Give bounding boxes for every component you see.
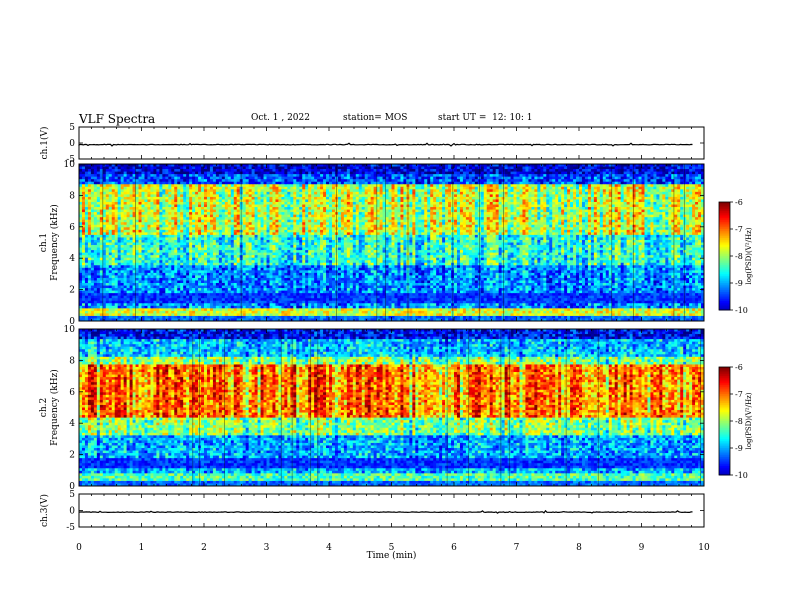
ch2-spectrogram-ytick-label: 4 — [69, 419, 75, 429]
ch1-waveform-ylabel: ch.1(V) — [39, 127, 50, 160]
ch3-waveform-trace — [79, 511, 693, 513]
ch1-spectrogram-ytick-label: 6 — [69, 223, 75, 233]
ch3-waveform-ylabel: ch.3(V) — [39, 494, 50, 527]
ch1-spectrogram-ylabel-frequency: Frequency (kHz) — [49, 204, 60, 281]
ch2-spectrogram-ytick-label: 6 — [69, 388, 75, 398]
ch2-spectrogram-ytick-label: 2 — [69, 451, 75, 461]
time-axis-tick-label: 7 — [514, 543, 520, 553]
ch1-waveform-trace — [79, 143, 693, 146]
ch3-waveform-ytick-label: 0 — [69, 507, 75, 517]
ch2-spectrogram-colorbar-label: log(PSD)(V²/Hz) — [745, 392, 753, 449]
ch1-spectrogram-ytick-label: 4 — [69, 254, 75, 264]
time-axis-tick-label: 0 — [76, 543, 82, 553]
time-axis-tick-label: 3 — [264, 543, 270, 553]
ch1-spectrogram-colorbar-tick-label: -6 — [735, 198, 743, 207]
time-axis-tick-label: 1 — [139, 543, 145, 553]
ch1-spectrogram-ylabel-channel: ch.1 — [39, 233, 49, 252]
time-axis-tick-label: 6 — [451, 543, 457, 553]
time-axis-tick-label: 2 — [201, 543, 207, 553]
ch1-waveform-frame — [79, 127, 704, 159]
ch1-waveform-ytick-label: 5 — [69, 123, 75, 133]
ch2-spectrogram-colorbar-tick-label: -6 — [735, 363, 743, 372]
ch2-spectrogram-image — [79, 329, 704, 486]
time-axis-tick-label: 10 — [698, 543, 710, 553]
ch1-waveform-ytick-label: 0 — [69, 139, 75, 149]
ch1-spectrogram-colorbar-tick-label: -7 — [735, 225, 743, 234]
ch2-spectrogram-ylabel-frequency: Frequency (kHz) — [49, 369, 60, 446]
ch3-waveform-ytick-label: -5 — [66, 523, 75, 533]
ch2-spectrogram-colorbar-tick-label: -7 — [735, 390, 743, 399]
ch1-spectrogram-colorbar-tick-label: -9 — [735, 279, 743, 288]
ch2-spectrogram-colorbar-tick-label: -8 — [735, 417, 743, 426]
ch3-waveform-frame — [79, 494, 704, 527]
ch1-spectrogram-colorbar-tick-label: -8 — [735, 252, 743, 261]
ch2-spectrogram-colorbar-tick-label: -10 — [735, 471, 748, 480]
ch2-spectrogram-ytick-label: 0 — [69, 482, 75, 492]
time-axis-label: Time (min) — [367, 550, 417, 561]
time-axis-tick-label: 4 — [326, 543, 332, 553]
ch1-spectrogram-colorbar-label: log(PSD)(V²/Hz) — [745, 227, 753, 284]
ch2-spectrogram-ytick-label: 8 — [69, 356, 75, 366]
time-axis-tick-label: 8 — [576, 543, 582, 553]
ch1-spectrogram-colorbar — [719, 202, 730, 311]
ch1-spectrogram-ytick-label: 10 — [64, 160, 76, 170]
ch2-spectrogram-ytick-label: 10 — [64, 325, 76, 335]
ch1-spectrogram-image — [79, 164, 704, 321]
ch2-spectrogram-ylabel-channel: ch.2 — [39, 398, 49, 417]
ch1-spectrogram-ytick-label: 2 — [69, 286, 75, 296]
ch2-spectrogram-colorbar — [719, 367, 730, 476]
ch1-spectrogram-ytick-label: 8 — [69, 191, 75, 201]
ch2-spectrogram-colorbar-tick-label: -9 — [735, 444, 743, 453]
time-axis-tick-label: 9 — [639, 543, 645, 553]
ch1-spectrogram-colorbar-tick-label: -10 — [735, 306, 748, 315]
